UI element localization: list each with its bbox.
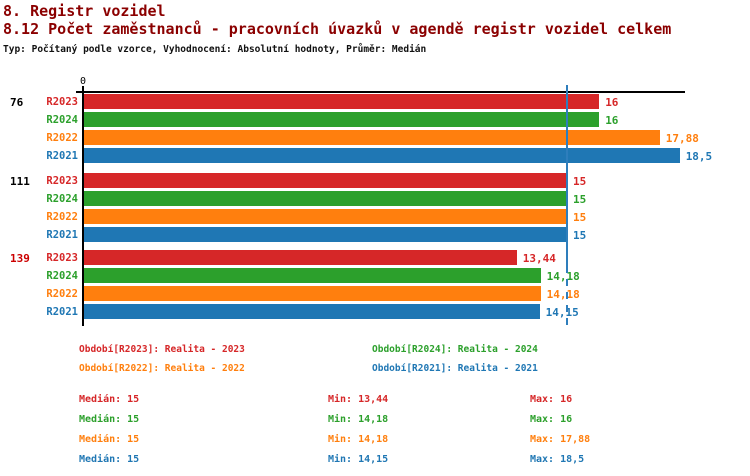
bar-r2024 [84,191,567,206]
bar-year-label: R2024 [46,270,78,282]
bar-year-label: R2023 [46,96,78,108]
page-subtitle: 8.12 Počet zaměstnanců - pracovních úvaz… [3,20,672,38]
x-axis-line [76,91,685,93]
bar-value-label: 15 [573,229,587,242]
bar-r2023 [84,173,567,188]
legend-item-r2022: Období[R2022]: Realita - 2022 [79,363,245,374]
bar-value-label: 18,5 [685,150,713,163]
bar-year-label: R2022 [46,211,78,223]
bar-year-label: R2021 [46,229,78,241]
bar-r2024 [84,112,600,127]
bar-year-label: R2023 [46,175,78,187]
stat-min-r2024: Min: 14,18 [328,414,389,425]
bar-value-label: 16 [605,96,619,109]
bar-r2021 [84,227,567,242]
bar-chart: 0 76 R2023 16 R2024 16 R2022 17,88 R2021 18,5 111… [10,76,713,329]
legend-item-r2021: Období[R2021]: Realita - 2021 [372,363,538,374]
stat-median-r2023: Medián: 15 [79,394,140,405]
bar-r2022 [84,209,567,224]
stat-median-r2024: Medián: 15 [79,414,140,425]
bar-r2022 [84,130,660,145]
bar-value-label: 15 [573,193,587,206]
bar-year-label: R2023 [46,252,78,264]
stat-max-r2023: Max: 16 [530,394,573,405]
y-axis-line [82,86,84,326]
stat-max-r2024: Max: 16 [530,414,573,425]
median-line-dashed [566,266,568,329]
stat-median-r2022: Medián: 15 [79,434,140,445]
zero-tick-label: 0 [79,76,87,87]
bar-r2024 [84,268,541,283]
bar-r2022 [84,286,541,301]
stat-min-r2022: Min: 14,18 [328,434,389,445]
chart-meta-info: Typ: Počítaný podle vzorce, Vyhodnocení:… [3,44,427,55]
group-total-label: 111 [10,175,30,188]
page-title: 8. Registr vozidel [3,2,166,20]
bar-r2023 [84,94,600,109]
stat-min-r2021: Min: 14,15 [328,454,389,465]
stat-median-r2021: Medián: 15 [79,454,140,465]
bar-value-label: 13,44 [522,252,556,265]
bar-r2021 [84,304,540,319]
bar-year-label: R2021 [46,150,78,162]
bar-value-label: 15 [573,175,587,188]
group-total-label: 76 [10,96,24,109]
bar-value-label: 14,15 [545,306,579,319]
bar-r2023 [84,250,517,265]
bar-year-label: R2024 [46,114,78,126]
group-total-label: 139 [10,252,30,265]
bar-value-label: 15 [573,211,587,224]
bar-year-label: R2022 [46,132,78,144]
bar-value-label: 14,18 [546,288,580,301]
bar-value-label: 14,18 [546,270,580,283]
median-line [566,85,568,266]
legend-item-r2023: Období[R2023]: Realita - 2023 [79,344,245,355]
bar-r2021 [84,148,680,163]
bar-value-label: 16 [605,114,619,127]
legend-item-r2024: Období[R2024]: Realita - 2024 [372,344,538,355]
stat-max-r2021: Max: 18,5 [530,454,585,465]
bar-value-label: 17,88 [665,132,699,145]
bar-year-label: R2024 [46,193,78,205]
bar-year-label: R2021 [46,306,78,318]
bar-year-label: R2022 [46,288,78,300]
stat-max-r2022: Max: 17,88 [530,434,591,445]
stat-min-r2023: Min: 13,44 [328,394,389,405]
